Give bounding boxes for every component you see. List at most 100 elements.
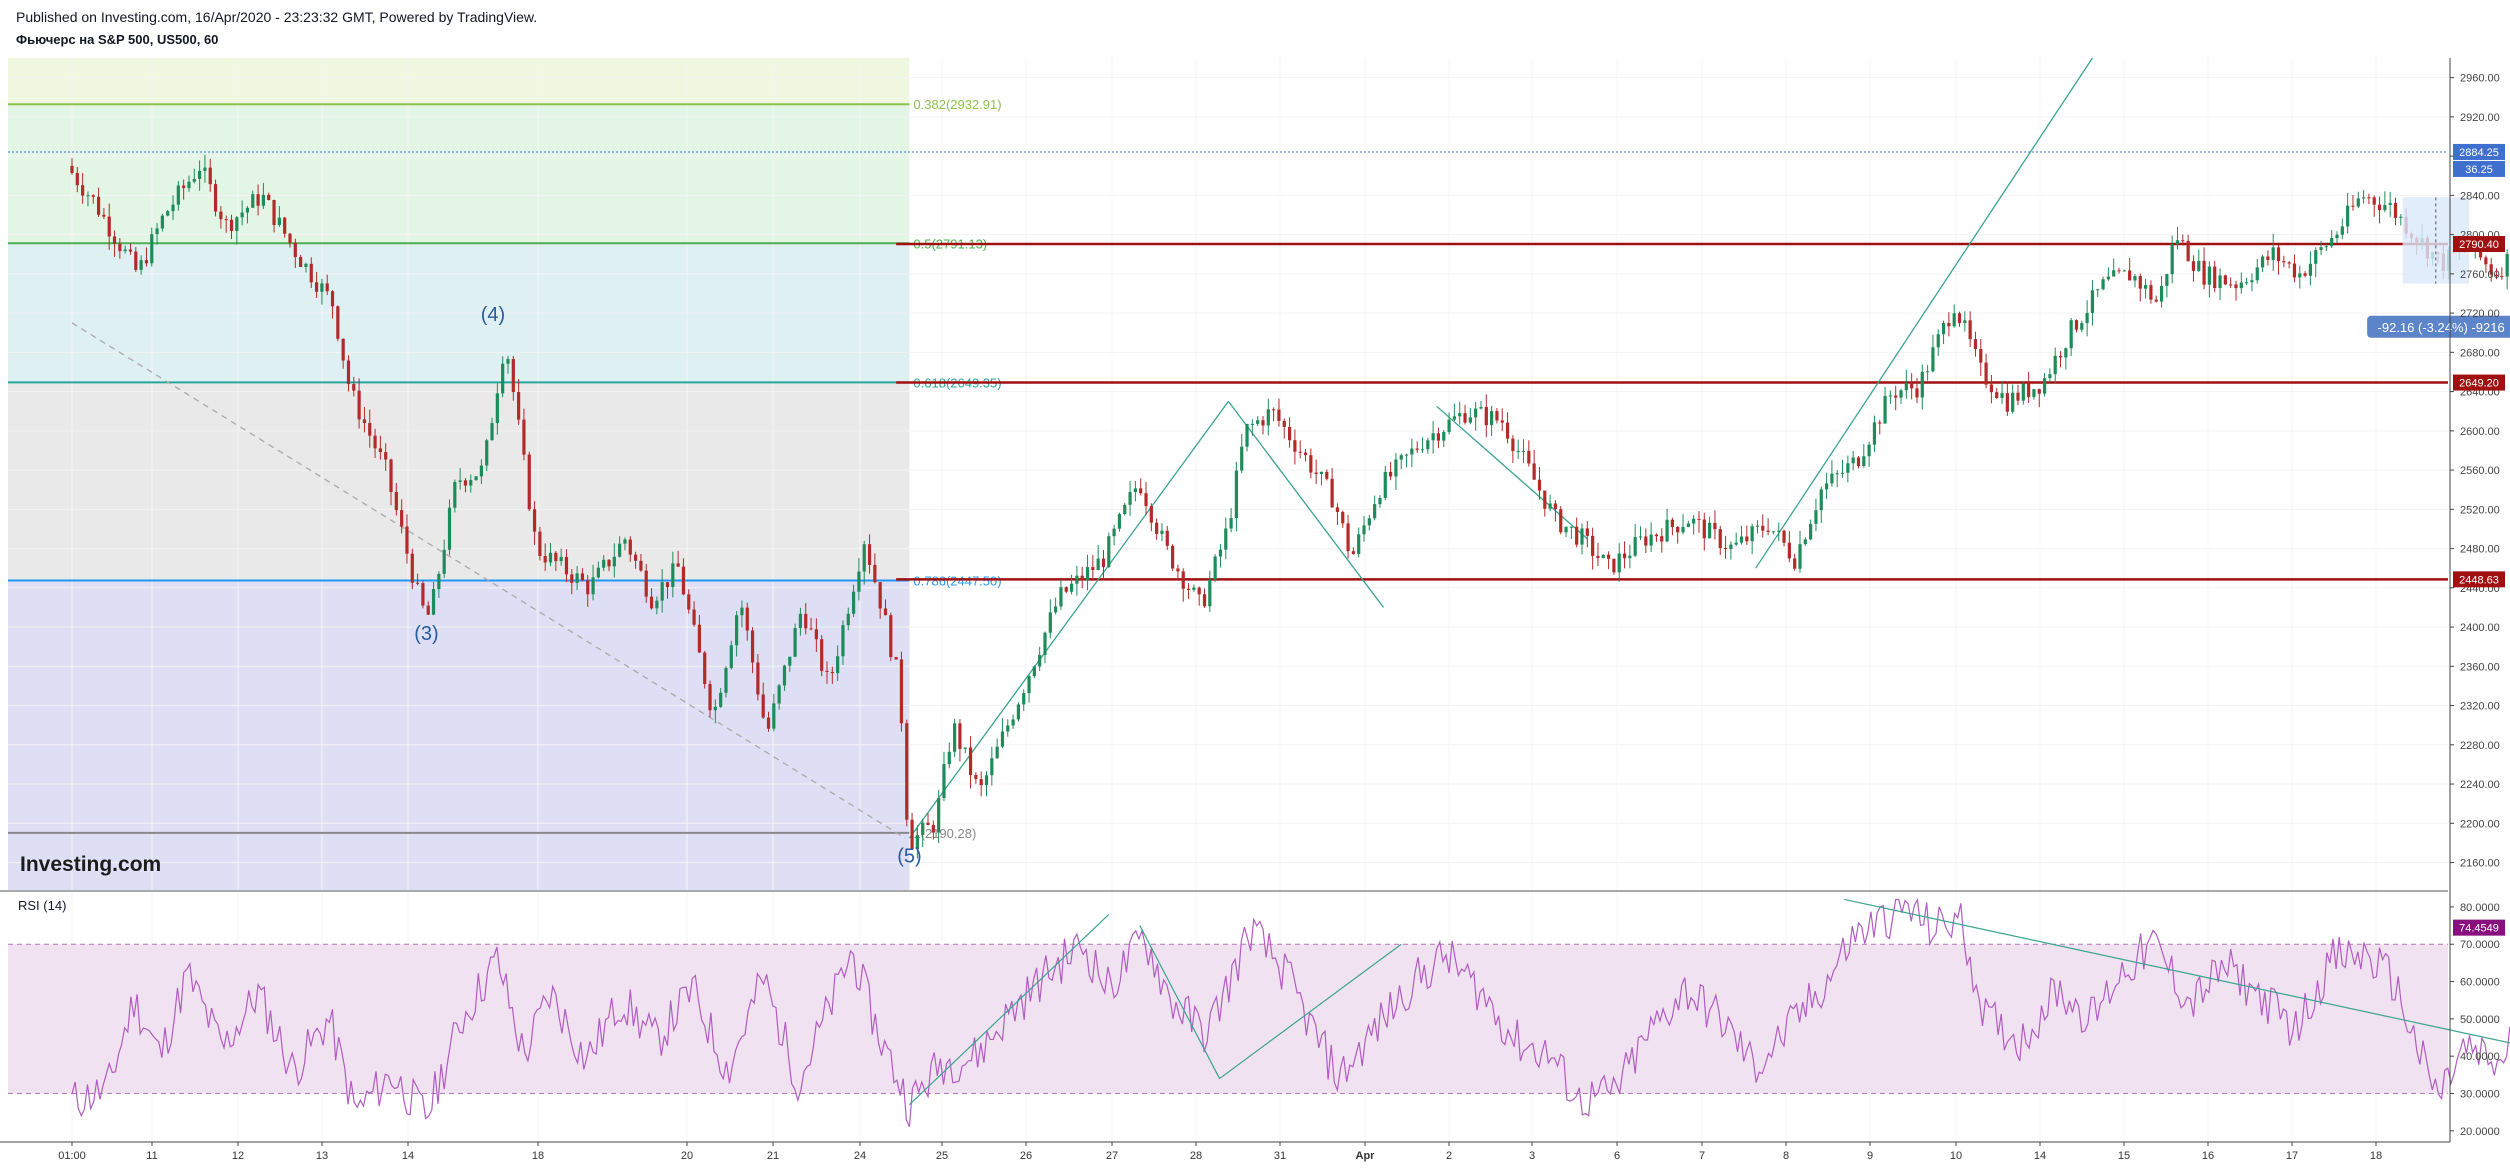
candle-body (2292, 263, 2297, 278)
candle-body (1054, 606, 1058, 613)
y-tick-label: 2960.00 (2460, 73, 2500, 85)
candle-body (2303, 273, 2307, 276)
candle-body (1479, 406, 1483, 409)
candle-body (2170, 244, 2174, 275)
candle-body (633, 554, 638, 561)
measure-label-bg (2367, 315, 2510, 338)
candle-body (1580, 528, 1584, 545)
candle-body (1197, 587, 1201, 595)
candle-body (1888, 395, 1892, 397)
candle-body (905, 723, 909, 820)
y-tick-label: 2400.00 (2460, 622, 2500, 634)
candle-body (984, 775, 989, 786)
candle-body (559, 556, 563, 562)
candle-body (2197, 260, 2201, 271)
candle-body (809, 628, 813, 630)
candle-body (1218, 549, 1223, 557)
candle-body (267, 194, 271, 200)
y-tick-label: 2520.00 (2460, 504, 2500, 516)
candle-body (1809, 523, 1813, 540)
candle-body (1872, 422, 1877, 445)
candle-body (1303, 452, 1308, 456)
candle-body (2090, 290, 2095, 313)
candle-body (325, 283, 329, 292)
candle-body (798, 613, 803, 629)
candle-body (288, 233, 292, 243)
candle-body (1585, 528, 1589, 536)
x-tick-label: 27 (1106, 1150, 1118, 1162)
candle-body (1947, 323, 1951, 327)
x-tick-label: 18 (532, 1150, 544, 1162)
price-tags: 2884.25 36.25 2790.40 2649.20 2448.63 74.4549 (2453, 143, 2505, 936)
candle-body (336, 306, 340, 339)
candle-body (1819, 489, 1823, 511)
y-tick-label: 2600.00 (2460, 426, 2500, 438)
candle-body (947, 751, 951, 765)
candle-body (735, 615, 739, 646)
candle-body (2500, 276, 2504, 278)
candle-body (1133, 488, 1137, 493)
candle-body (1846, 463, 1850, 473)
candle-body (522, 419, 526, 455)
candle-body (2149, 285, 2153, 300)
candle-body (538, 531, 542, 557)
wave-label: (5) (897, 846, 921, 868)
candle-body (883, 608, 888, 616)
candle-body (1341, 511, 1345, 524)
candle-body (1272, 409, 1276, 411)
candle-body (1080, 575, 1084, 581)
candle-body (1761, 525, 1765, 531)
rsi-trend-line (1219, 943, 1402, 1080)
fib-zone (8, 832, 910, 890)
candle-body (995, 746, 999, 759)
candle-body (719, 692, 723, 707)
candle-body (1426, 440, 1430, 450)
candle-body (1665, 519, 1669, 542)
x-tick-label: 7 (1699, 1150, 1705, 1162)
x-tick-label: 14 (2034, 1150, 2046, 1162)
y-tick-label: 2320.00 (2460, 701, 2500, 713)
candle-body (1293, 440, 1297, 452)
y-tick-label: 2280.00 (2460, 740, 2500, 752)
candle-body (235, 217, 239, 232)
candle-body (2377, 204, 2382, 211)
candle-body (182, 185, 186, 189)
candle-body (942, 764, 946, 799)
candle-body (1883, 395, 1887, 424)
candle-body (1314, 472, 1318, 474)
x-tick-label: 20 (681, 1150, 693, 1162)
candle-body (2207, 266, 2212, 285)
candle-body (198, 170, 202, 179)
candle-body (1548, 503, 1552, 509)
candle-body (2122, 270, 2126, 272)
candle-body (2489, 264, 2493, 275)
candle-body (240, 212, 244, 218)
candle-body (2186, 240, 2190, 262)
candle-body (405, 526, 409, 554)
candle-body (1718, 529, 1722, 549)
candle-body (330, 291, 335, 307)
measure-label: -92.16 (-3.24%) -9216 (2378, 320, 2505, 335)
candle-body (501, 363, 505, 394)
candle-body (81, 185, 85, 196)
fib-zone (8, 104, 910, 244)
candle-body (602, 559, 606, 568)
candle-body (2287, 262, 2291, 264)
candle-body (2260, 256, 2265, 268)
candle-body (1543, 490, 1547, 509)
candle-body (1989, 384, 1994, 393)
candle-body (1277, 409, 1281, 421)
candle-body (649, 596, 654, 609)
candle-body (208, 167, 212, 185)
candle-body (160, 215, 164, 229)
candle-body (229, 219, 234, 232)
candle-body (968, 747, 973, 775)
candle-body (1670, 519, 1674, 527)
x-tick-label: 26 (1020, 1150, 1032, 1162)
candle-body (362, 419, 367, 424)
x-tick-label: 24 (854, 1150, 866, 1162)
candle-body (1298, 451, 1302, 453)
candle-body (1527, 450, 1531, 464)
candle-body (1410, 448, 1414, 455)
